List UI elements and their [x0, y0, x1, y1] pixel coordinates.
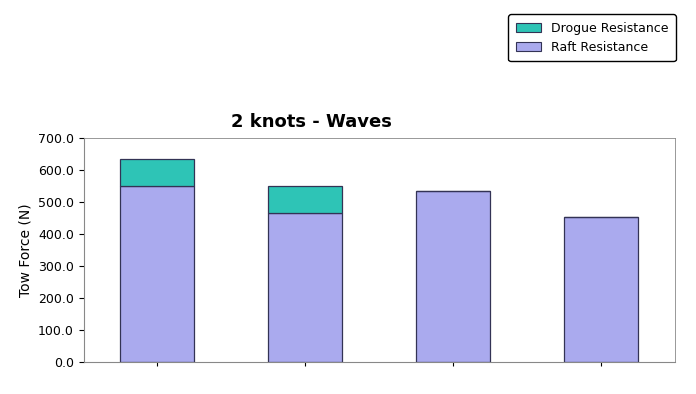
Bar	[269, 213, 342, 362]
Legend: Drogue Resistance, Raft Resistance: Drogue Resistance, Raft Resistance	[508, 14, 676, 61]
Bar	[120, 159, 194, 186]
Text: 2 knots - Waves: 2 knots - Waves	[231, 113, 393, 131]
Bar	[269, 186, 342, 213]
Bar	[564, 217, 638, 362]
Bar	[120, 186, 194, 362]
Bar	[416, 191, 490, 362]
Y-axis label: Tow Force (N): Tow Force (N)	[18, 203, 32, 297]
